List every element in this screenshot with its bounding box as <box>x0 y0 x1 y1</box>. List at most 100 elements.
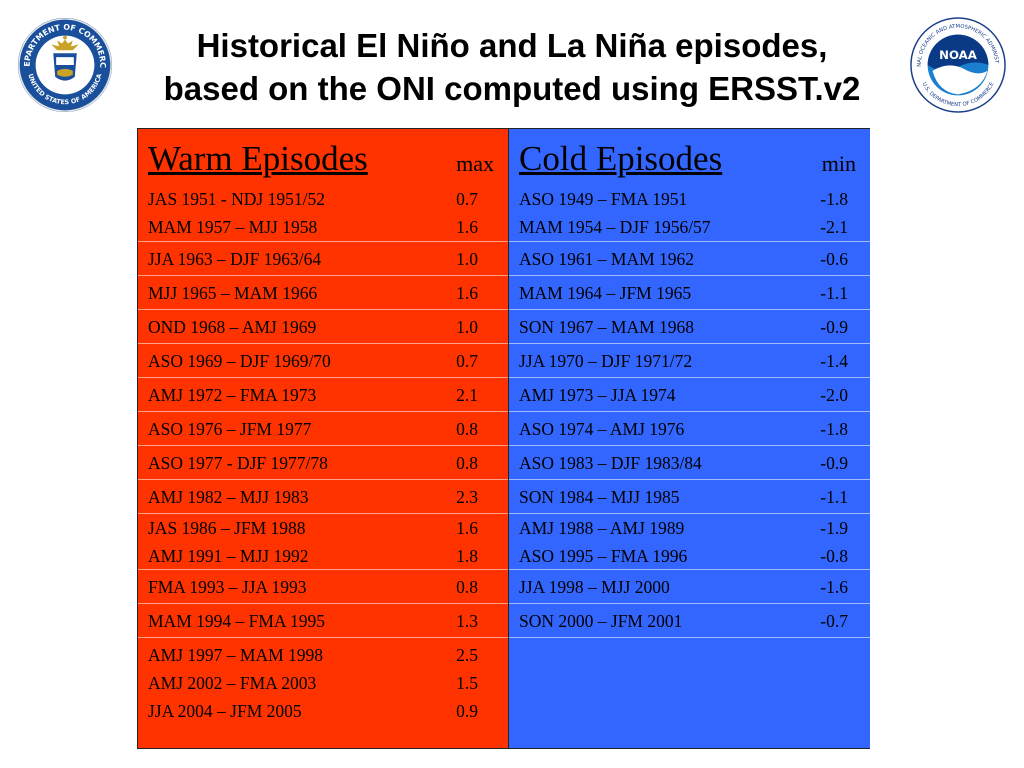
table-row: AMJ 1988 – AMJ 1989 -1.9 <box>509 514 870 542</box>
table-row: JJA 1998 – MJJ 2000 -1.6 <box>509 573 870 601</box>
warm-episode-group: AMJ 1982 – MJJ 1983 2.3 <box>138 479 508 513</box>
table-row: AMJ 1972 – FMA 1973 2.1 <box>138 381 508 409</box>
table-row: ASO 1995 – FMA 1996 -0.8 <box>509 542 870 570</box>
warm-episode-group: ASO 1977 - DJF 1977/78 0.8 <box>138 445 508 479</box>
page-title: Historical El Niño and La Niña episodes,… <box>100 24 924 110</box>
cold-episodes-column: Cold Episodes min ASO 1949 – FMA 1951 -1.… <box>508 129 870 748</box>
warm-episode-period: AMJ 1997 – MAM 1998 <box>148 645 324 665</box>
cold-episode-group: JJA 1998 – MJJ 2000 -1.6 <box>509 569 870 603</box>
cold-episode-value: -2.1 <box>820 217 848 237</box>
table-row: ASO 1949 – FMA 1951 -1.8 <box>509 185 870 213</box>
cold-episode-period: ASO 1961 – MAM 1962 <box>519 249 695 269</box>
cold-episode-period: SON 1984 – MJJ 1985 <box>519 487 680 507</box>
table-row: MAM 1954 – DJF 1956/57 -2.1 <box>509 213 870 241</box>
warm-episode-group: MAM 1994 – FMA 1995 1.3 <box>138 603 508 637</box>
cold-episode-group: MAM 1964 – JFM 1965 -1.1 <box>509 275 870 309</box>
cold-episodes-title: Cold Episodes <box>519 139 723 178</box>
warm-episode-group: MJJ 1965 – MAM 1966 1.6 <box>138 275 508 309</box>
table-row: ASO 1977 - DJF 1977/78 0.8 <box>138 449 508 477</box>
cold-episode-value: -1.6 <box>820 577 848 597</box>
warm-episode-period: AMJ 1982 – MJJ 1983 <box>148 487 309 507</box>
table-row: AMJ 2002 – FMA 2003 1.5 <box>138 669 508 697</box>
warm-episode-period: JAS 1951 - NDJ 1951/52 <box>148 189 325 209</box>
warm-episode-value: 0.7 <box>456 189 478 209</box>
department-of-commerce-seal: DEPARTMENT OF COMMERCE UNITED STATES OF … <box>16 16 113 113</box>
cold-episode-group: SON 2000 – JFM 2001 -0.7 <box>509 603 870 637</box>
cold-episode-value: -0.6 <box>820 249 848 269</box>
title-line-1: Historical El Niño and La Niña episodes, <box>196 27 828 64</box>
table-row: ASO 1961 – MAM 1962 -0.6 <box>509 245 870 273</box>
cold-episode-value: -0.9 <box>820 317 848 337</box>
cold-episode-period: SON 1967 – MAM 1968 <box>519 317 695 337</box>
cold-episode-group: ASO 1961 – MAM 1962 -0.6 <box>509 241 870 275</box>
cold-episode-value: -2.0 <box>820 385 848 405</box>
cold-episode-value: -1.8 <box>820 419 848 439</box>
warm-episode-period: JAS 1986 – JFM 1988 <box>148 518 306 538</box>
cold-episode-value: -0.9 <box>820 453 848 473</box>
svg-text:NOAA: NOAA <box>939 48 978 62</box>
cold-episodes-rows: ASO 1949 – FMA 1951 -1.8 MAM 1954 – DJF 19… <box>509 185 870 727</box>
warm-episode-value: 0.7 <box>456 351 478 371</box>
warm-episode-group: OND 1968 – AMJ 1969 1.0 <box>138 309 508 343</box>
cold-episode-value: -0.8 <box>820 546 848 566</box>
table-row: ASO 1976 – JFM 1977 0.8 <box>138 415 508 443</box>
warm-episode-group: ASO 1969 – DJF 1969/70 0.7 <box>138 343 508 377</box>
cold-episode-period: ASO 1949 – FMA 1951 <box>519 189 688 209</box>
cold-episode-group: ASO 1974 – AMJ 1976 -1.8 <box>509 411 870 445</box>
cold-episode-period: AMJ 1988 – AMJ 1989 <box>519 518 685 538</box>
cold-episode-period: ASO 1983 – DJF 1983/84 <box>519 453 702 473</box>
warm-episode-value: 2.5 <box>456 645 478 665</box>
noaa-seal: NATIONAL OCEANIC AND ATMOSPHERIC ADMINIS… <box>909 16 1006 113</box>
warm-episode-period: JJA 2004 – JFM 2005 <box>148 701 302 721</box>
warm-episode-group: FMA 1993 – JJA 1993 0.8 <box>138 569 508 603</box>
table-row: JJA 1970 – DJF 1971/72 -1.4 <box>509 347 870 375</box>
cold-episode-group <box>509 637 870 727</box>
table-row: JAS 1986 – JFM 1988 1.6 <box>138 514 508 542</box>
warm-episode-period: FMA 1993 – JJA 1993 <box>148 577 307 597</box>
warm-episode-group: JAS 1986 – JFM 1988 1.6 AMJ 1991 – MJJ 199… <box>138 513 508 569</box>
cold-episode-period: ASO 1974 – AMJ 1976 <box>519 419 685 439</box>
cold-episode-value: -1.4 <box>820 351 848 371</box>
table-row: JAS 1951 - NDJ 1951/52 0.7 <box>138 185 508 213</box>
cold-episode-period: JJA 1998 – MJJ 2000 <box>519 577 670 597</box>
table-row: JJA 1963 – DJF 1963/64 1.0 <box>138 245 508 273</box>
table-row: MAM 1957 – MJJ 1958 1.6 <box>138 213 508 241</box>
table-row: SON 1967 – MAM 1968 -0.9 <box>509 313 870 341</box>
cold-episode-value: -1.1 <box>820 487 848 507</box>
cold-episode-group: SON 1984 – MJJ 1985 -1.1 <box>509 479 870 513</box>
warm-episode-period: MJJ 1965 – MAM 1966 <box>148 283 318 303</box>
warm-episode-value: 2.1 <box>456 385 478 405</box>
warm-episode-value: 1.6 <box>456 518 478 538</box>
table-row: SON 1984 – MJJ 1985 -1.1 <box>509 483 870 511</box>
warm-episode-group: AMJ 1997 – MAM 1998 2.5 AMJ 2002 – FMA 200… <box>138 637 508 727</box>
title-line-2: based on the ONI computed using ERSST.v2 <box>163 70 861 107</box>
warm-episode-group: AMJ 1972 – FMA 1973 2.1 <box>138 377 508 411</box>
warm-episodes-title: Warm Episodes <box>148 139 368 178</box>
warm-episode-value: 0.8 <box>456 453 478 473</box>
table-row: ASO 1974 – AMJ 1976 -1.8 <box>509 415 870 443</box>
cold-episode-period: SON 2000 – JFM 2001 <box>519 611 683 631</box>
cold-episode-period: JJA 1970 – DJF 1971/72 <box>519 351 693 371</box>
warm-episodes-unit: max <box>456 151 494 176</box>
cold-episode-value: -0.7 <box>820 611 848 631</box>
table-row: SON 2000 – JFM 2001 -0.7 <box>509 607 870 635</box>
warm-episodes-rows: JAS 1951 - NDJ 1951/52 0.7 MAM 1957 – MJJ … <box>138 185 508 727</box>
warm-episode-period: ASO 1977 - DJF 1977/78 <box>148 453 328 473</box>
table-row: AMJ 1991 – MJJ 1992 1.8 <box>138 542 508 570</box>
warm-episode-period: ASO 1976 – JFM 1977 <box>148 419 312 439</box>
table-row: AMJ 1973 – JJA 1974 -2.0 <box>509 381 870 409</box>
cold-episode-value: -1.1 <box>820 283 848 303</box>
table-row: JJA 2004 – JFM 2005 0.9 <box>138 697 508 725</box>
warm-episode-period: AMJ 1972 – FMA 1973 <box>148 385 317 405</box>
cold-episode-value: -1.9 <box>820 518 848 538</box>
warm-episode-value: 1.6 <box>456 217 478 237</box>
warm-episode-period: ASO 1969 – DJF 1969/70 <box>148 351 331 371</box>
cold-episodes-header: Cold Episodes min <box>509 129 870 185</box>
warm-episode-value: 0.8 <box>456 577 478 597</box>
warm-episodes-column: Warm Episodes max JAS 1951 - NDJ 1951/52… <box>138 129 508 748</box>
cold-episode-group: SON 1967 – MAM 1968 -0.9 <box>509 309 870 343</box>
warm-episode-value: 1.3 <box>456 611 478 631</box>
warm-episode-period: JJA 1963 – DJF 1963/64 <box>148 249 322 269</box>
cold-episode-period: AMJ 1973 – JJA 1974 <box>519 385 676 405</box>
warm-episode-group: JAS 1951 - NDJ 1951/52 0.7 MAM 1957 – MJJ … <box>138 185 508 241</box>
